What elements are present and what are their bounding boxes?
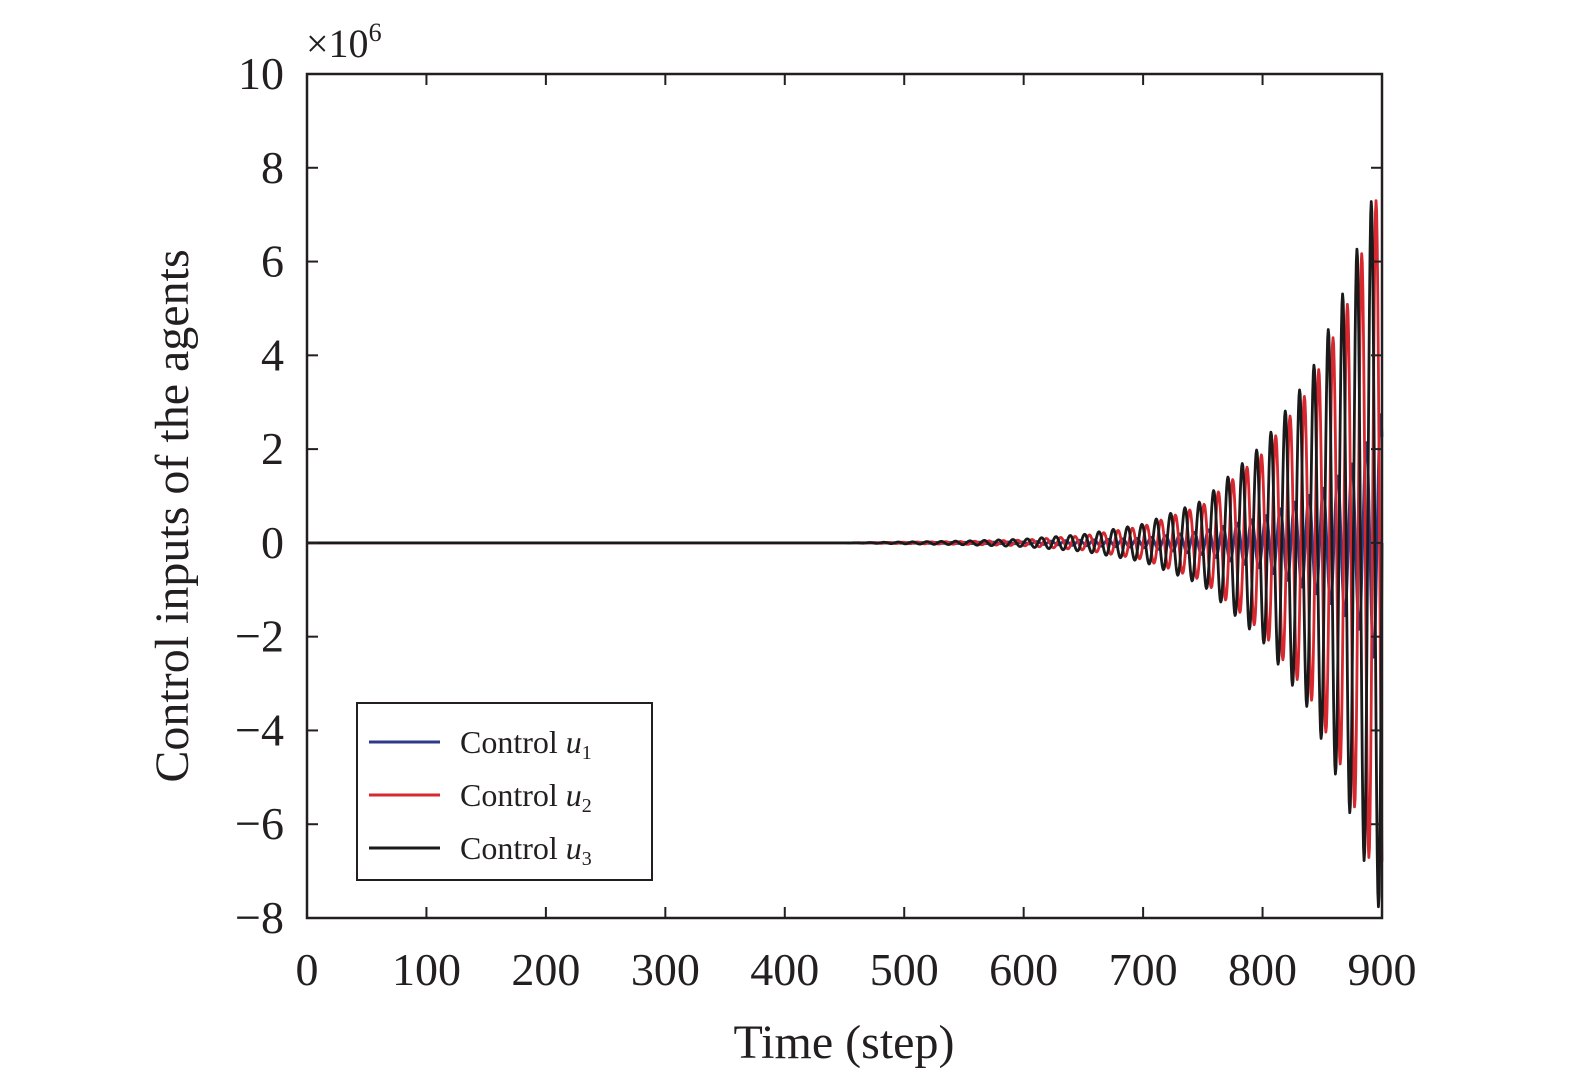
- y-tick-label: −2: [235, 611, 284, 662]
- x-tick-label: 200: [511, 944, 580, 995]
- legend-label-1: Control u1: [460, 724, 592, 764]
- legend-label-text: Control: [460, 724, 566, 760]
- legend-label-var: u: [566, 724, 582, 760]
- y-multiplier-base: ×10: [306, 21, 369, 66]
- y-multiplier: ×106: [306, 18, 382, 66]
- y-tick-label: −6: [235, 798, 284, 849]
- legend-label-text: Control: [460, 777, 566, 813]
- x-tick-label: 800: [1228, 944, 1297, 995]
- legend-box: [356, 702, 653, 881]
- legend-label-sub: 3: [582, 848, 592, 870]
- legend-label-text: Control: [460, 830, 566, 866]
- y-tick-label: 6: [261, 236, 284, 287]
- x-tick-label: 700: [1109, 944, 1178, 995]
- legend-label-var: u: [566, 830, 582, 866]
- x-tick-label: 900: [1348, 944, 1417, 995]
- x-tick-label: 400: [750, 944, 819, 995]
- y-tick-label: 2: [261, 423, 284, 474]
- legend-label-3: Control u3: [460, 830, 592, 870]
- y-tick-label: −4: [235, 704, 284, 755]
- y-tick-label: 8: [261, 142, 284, 193]
- series-layer: [306, 199, 1384, 909]
- y-tick-label: 4: [261, 329, 284, 380]
- series-line-3: [306, 200, 1384, 909]
- x-axis-title: Time (step): [734, 1016, 955, 1069]
- legend-label-var: u: [566, 777, 582, 813]
- legend-label-2: Control u2: [460, 777, 592, 817]
- x-tick-label: 300: [631, 944, 700, 995]
- legend-label-sub: 1: [582, 742, 592, 764]
- y-tick-label: 0: [261, 517, 284, 568]
- y-tick-label: 10: [238, 48, 284, 99]
- x-tick-label: 0: [296, 944, 319, 995]
- y-tick-label: −8: [235, 892, 284, 943]
- y-multiplier-exponent: 6: [369, 18, 382, 47]
- y-axis-title: Control inputs of the agents: [146, 249, 199, 782]
- plot-frame: [305, 72, 1384, 920]
- x-tick-label: 500: [870, 944, 939, 995]
- x-tick-label: 600: [989, 944, 1058, 995]
- x-tick-label: 100: [392, 944, 461, 995]
- ticks-layer: 0 100 200 300 400 500 600 700 800 900 10 8 6 4 2 0 −2 −4 −…: [235, 48, 1416, 995]
- legend-label-sub: 2: [582, 795, 592, 817]
